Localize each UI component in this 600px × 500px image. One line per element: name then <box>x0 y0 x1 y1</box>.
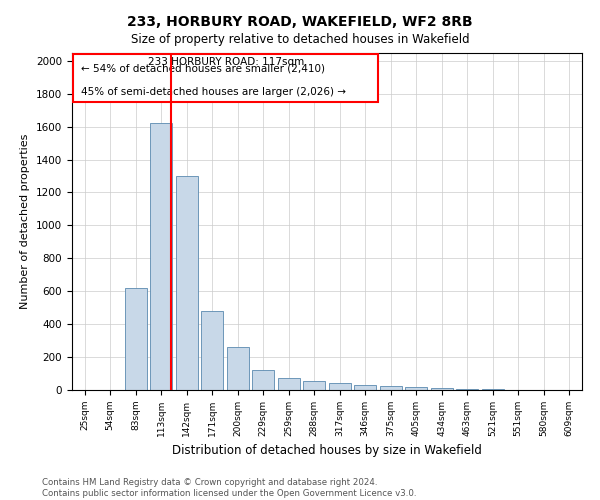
Text: 233 HORBURY ROAD: 117sqm: 233 HORBURY ROAD: 117sqm <box>148 58 304 68</box>
X-axis label: Distribution of detached houses by size in Wakefield: Distribution of detached houses by size … <box>172 444 482 458</box>
Bar <box>151 124 172 390</box>
Text: 45% of semi-detached houses are larger (2,026) →: 45% of semi-detached houses are larger (… <box>81 87 346 97</box>
Text: Contains HM Land Registry data © Crown copyright and database right 2024.
Contai: Contains HM Land Registry data © Crown c… <box>42 478 416 498</box>
Bar <box>457 388 478 390</box>
Bar <box>431 388 452 390</box>
Bar <box>380 386 401 390</box>
Bar <box>278 378 299 390</box>
Bar <box>227 347 248 390</box>
Text: ← 54% of detached houses are smaller (2,410): ← 54% of detached houses are smaller (2,… <box>81 64 325 74</box>
Text: 233, HORBURY ROAD, WAKEFIELD, WF2 8RB: 233, HORBURY ROAD, WAKEFIELD, WF2 8RB <box>127 15 473 29</box>
Bar <box>202 311 223 390</box>
Bar <box>176 176 197 390</box>
FancyBboxPatch shape <box>73 54 378 102</box>
Text: Size of property relative to detached houses in Wakefield: Size of property relative to detached ho… <box>131 32 469 46</box>
Bar <box>355 384 376 390</box>
Bar <box>406 387 427 390</box>
Bar <box>329 382 350 390</box>
Bar <box>125 288 146 390</box>
Bar <box>253 370 274 390</box>
Y-axis label: Number of detached properties: Number of detached properties <box>20 134 31 309</box>
Bar <box>304 381 325 390</box>
